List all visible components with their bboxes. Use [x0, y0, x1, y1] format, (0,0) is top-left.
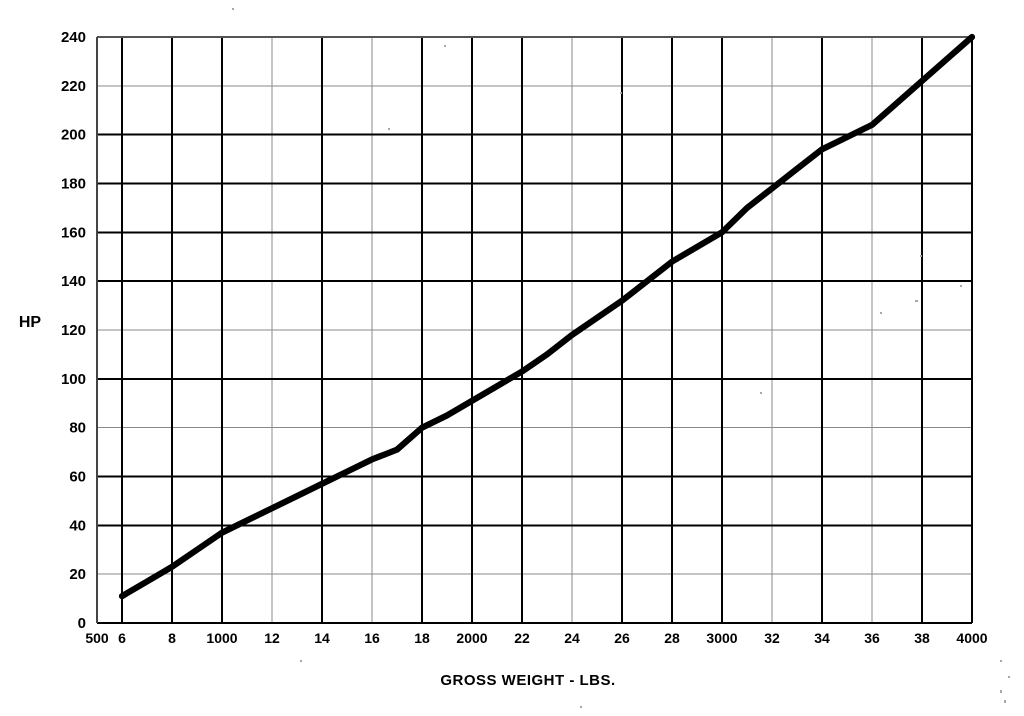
y-tick-label: 20: [69, 566, 86, 583]
y-tick-label: 220: [61, 78, 86, 95]
y-tick-label: 180: [61, 176, 86, 193]
y-tick-label: 0: [78, 615, 86, 632]
y-tick-label: 160: [61, 224, 86, 241]
x-tick-label: 1000: [206, 630, 237, 646]
x-tick-label: 2000: [456, 630, 487, 646]
y-tick-label: 80: [69, 420, 86, 437]
scan-speck: [232, 8, 234, 10]
scan-speck: [388, 128, 390, 130]
x-tick-label: 34: [814, 630, 830, 646]
y-tick-label: 40: [69, 517, 86, 534]
scan-speck: [620, 92, 622, 94]
plot-frame: [96, 36, 974, 625]
y-axis-tick-labels: 0 20 40 60 80 100 120 140 160 180 200 220 240: [61, 29, 86, 632]
y-tick-label: 140: [61, 273, 86, 290]
x-tick-label: 500: [85, 630, 109, 646]
x-tick-label: 16: [364, 630, 380, 646]
x-tick-label: 6: [118, 630, 126, 646]
scan-speck: [444, 45, 446, 47]
x-tick-label: 32: [764, 630, 780, 646]
scan-speck: [1000, 690, 1002, 693]
x-tick-label: 8: [168, 630, 176, 646]
y-tick-label: 100: [61, 371, 86, 388]
data-series-line: [118, 33, 976, 600]
scan-speck: [920, 255, 922, 257]
y-tick-label: 60: [69, 469, 86, 486]
x-tick-label: 3000: [706, 630, 737, 646]
x-tick-label: 36: [864, 630, 880, 646]
x-tick-label: 38: [914, 630, 930, 646]
x-tick-label: 22: [514, 630, 530, 646]
y-tick-label: 200: [61, 127, 86, 144]
x-tick-label: 18: [414, 630, 430, 646]
grid-major-lines: [97, 37, 972, 623]
x-tick-label: 28: [664, 630, 680, 646]
scan-speck: [580, 706, 582, 708]
scan-speck: [300, 660, 302, 662]
scan-speck: [960, 285, 962, 287]
hp-curve: [118, 33, 976, 600]
y-tick-label: 240: [61, 29, 86, 46]
scan-noise-specks: [232, 8, 1010, 708]
scan-speck: [1008, 676, 1010, 678]
scan-speck: [1000, 660, 1002, 662]
x-tick-label: 14: [314, 630, 330, 646]
x-axis-title: GROSS WEIGHT - LBS.: [440, 672, 615, 689]
scan-speck: [1004, 700, 1006, 703]
scan-speck: [880, 312, 882, 314]
y-axis-title: HP: [19, 314, 42, 331]
x-tick-label: 4000: [956, 630, 987, 646]
y-tick-label: 120: [61, 322, 86, 339]
x-axis-tick-labels: 500 6 8 1000 12 14 16 18 2000 22 24 26 28 3000 32 34 36 3…: [85, 630, 987, 646]
scan-speck: [915, 300, 918, 302]
x-tick-label: 12: [264, 630, 280, 646]
x-tick-label: 26: [614, 630, 630, 646]
scan-speck: [760, 392, 762, 394]
x-tick-label: 24: [564, 630, 580, 646]
